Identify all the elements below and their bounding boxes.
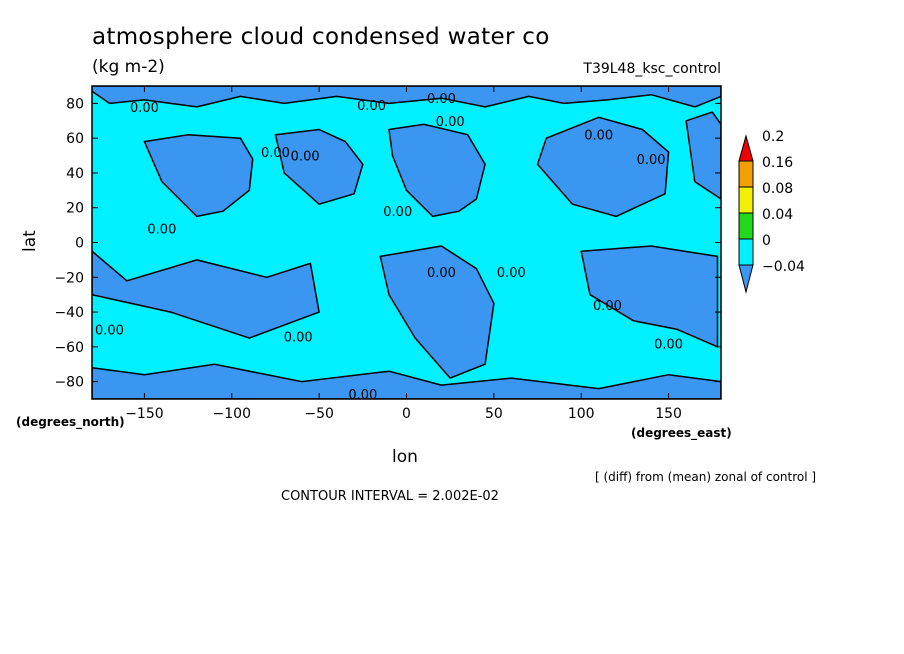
contour-label: 0.00	[584, 129, 613, 144]
contour-label: 0.00	[348, 388, 377, 403]
contour-label: 0.00	[383, 205, 412, 220]
x-tick-label: −100	[213, 406, 251, 422]
x-tick-label: 100	[568, 406, 595, 422]
contour-label: 0.00	[654, 337, 683, 352]
y-tick-label: 80	[66, 96, 84, 112]
y-tick-label: 0	[75, 236, 84, 252]
difference-note: [ (diff) from (mean) zonal of control ]	[595, 470, 817, 484]
y-tick-label: 20	[66, 201, 84, 217]
contour-label: 0.00	[357, 99, 386, 114]
contour-label: 0.00	[593, 299, 622, 314]
x-tick-label: −150	[125, 406, 163, 422]
x-tick-label: 0	[402, 406, 411, 422]
colorbar-label: −0.04	[762, 259, 805, 275]
contour-label: 0.00	[436, 115, 465, 130]
y-tick-label: 40	[66, 166, 84, 182]
contour-label: 0.00	[427, 92, 456, 107]
contour-label: 0.00	[637, 153, 666, 168]
colorbar-label: 0.16	[762, 155, 793, 171]
plot-subtitle: T39L48_ksc_control	[583, 61, 721, 77]
colorbar-label: 0.08	[762, 181, 793, 197]
contour-label: 0.00	[147, 223, 176, 238]
x-axis-units: (degrees_east)	[631, 426, 732, 440]
colorbar-bin	[738, 160, 754, 188]
negative-region-southern-indian	[379, 245, 495, 379]
contour-label: 0.00	[497, 266, 526, 281]
colorbar-label: 0	[762, 233, 771, 249]
negative-regions	[92, 86, 721, 399]
contour-label: 0.00	[95, 323, 124, 338]
negative-region-southern-band-west	[92, 250, 320, 339]
x-axis-label: lon	[392, 447, 418, 467]
negative-region-southern-pacific	[580, 245, 719, 348]
contour-label: 0.00	[427, 266, 456, 281]
colorbar-low-arrow	[738, 264, 754, 294]
y-tick-label: 60	[66, 131, 84, 147]
negative-region-northeast-pacific	[685, 111, 721, 200]
contour-label: 0.00	[291, 150, 320, 165]
colorbar-bin	[738, 186, 754, 214]
x-tick-label: 50	[485, 406, 503, 422]
contour-label: 0.00	[284, 330, 313, 345]
colorbar-label: 0.2	[762, 129, 784, 145]
y-tick-label: −60	[54, 340, 84, 356]
negative-region-antarctic-band	[92, 363, 721, 399]
y-tick-label: −20	[54, 270, 84, 286]
negative-region-siberia-pacific	[536, 116, 670, 218]
contour-interval: CONTOUR INTERVAL = 2.002E-02	[281, 489, 499, 504]
negative-region-north-atlantic	[274, 128, 364, 205]
negative-region-north-pole-band	[92, 86, 721, 108]
y-tick-label: −40	[54, 305, 84, 321]
y-axis-units: (degrees_north)	[16, 415, 125, 429]
x-axis: −150 −100 −50 0 50 100 150	[125, 86, 682, 422]
negative-region-north-america	[143, 133, 254, 218]
x-tick-label: 150	[655, 406, 682, 422]
colorbar-high-arrow	[738, 134, 754, 162]
y-axis-label: lat	[20, 230, 40, 252]
x-tick-label: −50	[304, 406, 334, 422]
y-tick-label: −80	[54, 375, 84, 391]
negative-region-eurasia	[388, 123, 486, 218]
contour-label: 0.00	[261, 146, 290, 161]
colorbar-bin	[738, 238, 754, 266]
colorbar-bin	[738, 212, 754, 240]
plot-units: (kg m-2)	[92, 57, 165, 77]
colorbar-label: 0.04	[762, 207, 793, 223]
contour-label: 0.00	[130, 101, 159, 116]
colorbar: −0.04 0 0.04 0.08 0.16 0.2	[738, 129, 805, 294]
y-axis: 80 60 40 20 0 −20 −40 −60 −80	[54, 96, 721, 391]
plot-title: atmosphere cloud condensed water co	[92, 24, 550, 50]
contour-labels: 0.00 0.00 0.000.000.000.00 0.000.000.000.00…	[95, 92, 683, 403]
